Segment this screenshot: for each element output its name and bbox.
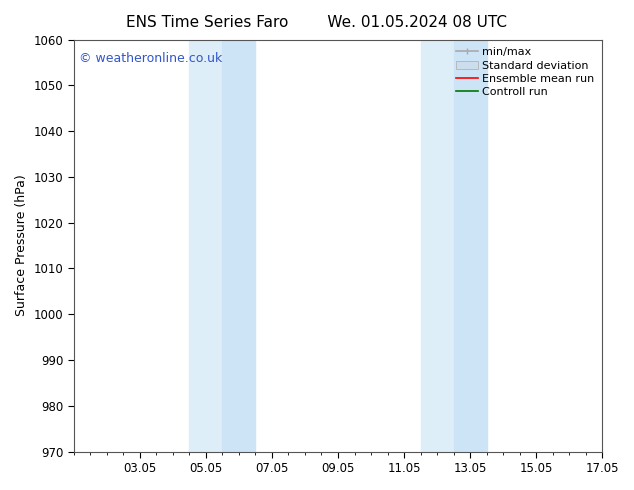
Bar: [420, 40, 453, 452]
Text: © weatheronline.co.uk: © weatheronline.co.uk: [79, 52, 223, 65]
Bar: [190, 40, 223, 452]
Text: ENS Time Series Faro        We. 01.05.2024 08 UTC: ENS Time Series Faro We. 01.05.2024 08 U…: [127, 15, 507, 30]
Bar: [223, 40, 256, 452]
Legend: min/max, Standard deviation, Ensemble mean run, Controll run: min/max, Standard deviation, Ensemble me…: [453, 45, 597, 99]
Y-axis label: Surface Pressure (hPa): Surface Pressure (hPa): [15, 175, 28, 317]
Bar: [453, 40, 487, 452]
